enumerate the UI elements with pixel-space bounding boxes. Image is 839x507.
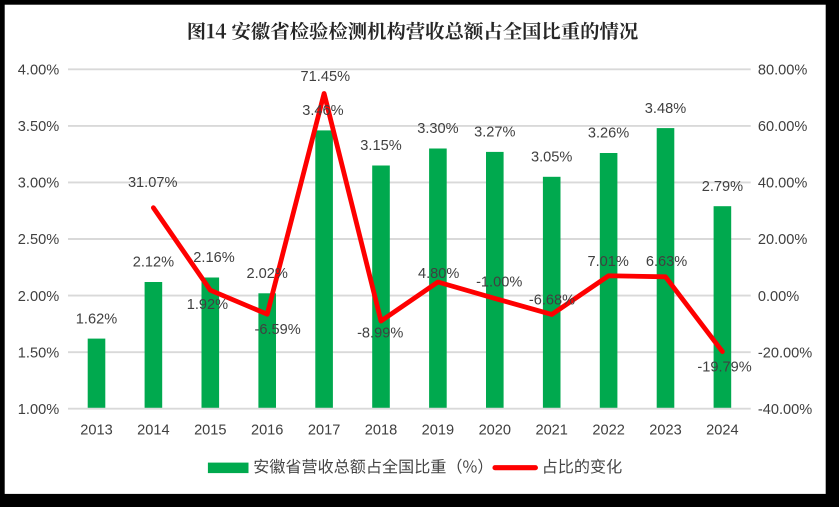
- svg-text:2023: 2023: [649, 422, 681, 438]
- svg-text:4.80%: 4.80%: [418, 266, 459, 282]
- svg-text:3.48%: 3.48%: [645, 101, 686, 117]
- svg-text:2013: 2013: [80, 422, 112, 438]
- svg-text:2.79%: 2.79%: [702, 179, 743, 195]
- svg-text:-1.00%: -1.00%: [476, 274, 522, 290]
- svg-text:2014: 2014: [137, 422, 169, 438]
- svg-text:-8.99%: -8.99%: [357, 326, 403, 342]
- svg-text:40.00%: 40.00%: [758, 176, 808, 192]
- svg-text:60.00%: 60.00%: [758, 119, 808, 135]
- svg-text:2.12%: 2.12%: [133, 255, 174, 271]
- svg-text:7.01%: 7.01%: [588, 254, 629, 270]
- svg-text:20.00%: 20.00%: [758, 232, 808, 248]
- svg-text:3.05%: 3.05%: [531, 150, 572, 166]
- svg-text:1.92%: 1.92%: [187, 297, 228, 313]
- svg-text:2022: 2022: [592, 422, 624, 438]
- svg-text:2.16%: 2.16%: [193, 250, 234, 266]
- svg-text:2.00%: 2.00%: [18, 289, 59, 305]
- svg-text:3.30%: 3.30%: [417, 121, 458, 137]
- svg-text:71.45%: 71.45%: [301, 69, 351, 85]
- svg-text:3.50%: 3.50%: [18, 119, 59, 135]
- svg-text:-20.00%: -20.00%: [758, 345, 812, 361]
- svg-text:1.62%: 1.62%: [76, 311, 117, 327]
- svg-text:2019: 2019: [422, 422, 454, 438]
- svg-text:2.50%: 2.50%: [18, 232, 59, 248]
- svg-text:-40.00%: -40.00%: [758, 402, 812, 418]
- svg-text:3.46%: 3.46%: [302, 103, 343, 119]
- svg-text:3.27%: 3.27%: [474, 125, 515, 141]
- svg-text:1.00%: 1.00%: [18, 402, 59, 418]
- svg-text:3.26%: 3.26%: [588, 126, 629, 142]
- svg-text:-6.59%: -6.59%: [254, 322, 300, 338]
- svg-text:2.02%: 2.02%: [247, 266, 288, 282]
- svg-text:-6.68%: -6.68%: [529, 292, 575, 308]
- svg-text:2020: 2020: [479, 422, 511, 438]
- svg-text:1.50%: 1.50%: [18, 345, 59, 361]
- svg-text:3.00%: 3.00%: [18, 176, 59, 192]
- svg-text:2015: 2015: [194, 422, 226, 438]
- svg-text:31.07%: 31.07%: [128, 175, 178, 191]
- svg-text:80.00%: 80.00%: [758, 63, 808, 79]
- svg-text:2024: 2024: [706, 422, 738, 438]
- svg-text:3.15%: 3.15%: [360, 138, 401, 154]
- svg-text:0.00%: 0.00%: [758, 289, 799, 305]
- svg-text:4.00%: 4.00%: [18, 63, 59, 79]
- svg-text:2021: 2021: [535, 422, 567, 438]
- svg-text:2016: 2016: [251, 422, 283, 438]
- svg-text:2017: 2017: [308, 422, 340, 438]
- svg-text:2018: 2018: [365, 422, 397, 438]
- svg-text:-19.79%: -19.79%: [697, 360, 751, 376]
- svg-text:6.63%: 6.63%: [646, 254, 687, 270]
